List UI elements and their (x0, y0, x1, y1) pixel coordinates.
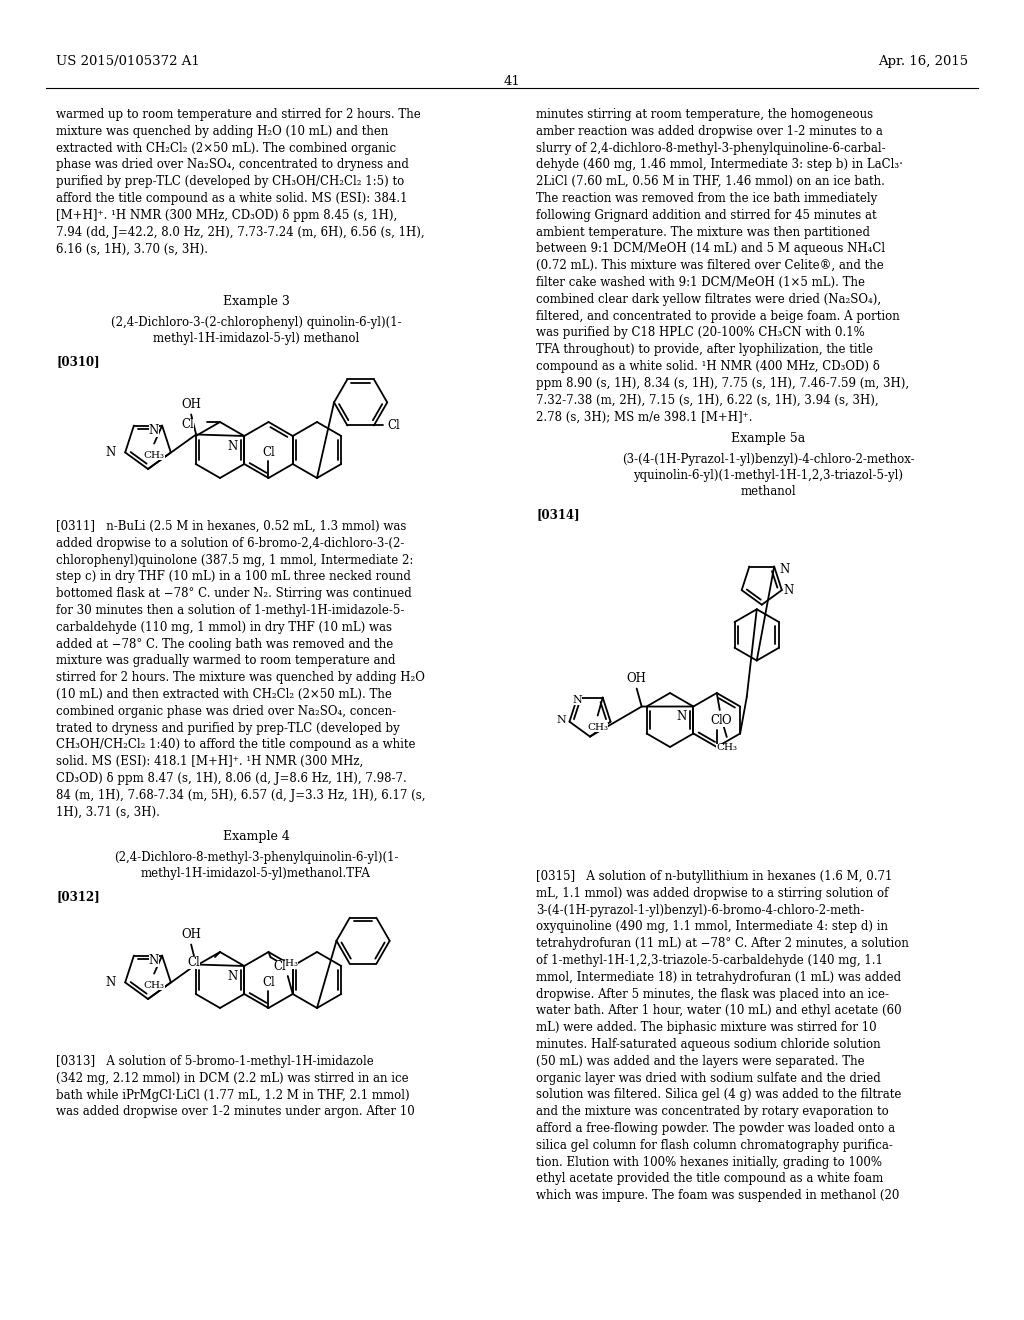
Text: Apr. 16, 2015: Apr. 16, 2015 (878, 55, 968, 69)
Text: CH₃: CH₃ (716, 743, 737, 752)
Text: 41: 41 (504, 75, 520, 88)
Text: N: N (227, 969, 238, 982)
Text: (2,4-Dichloro-3-(2-chlorophenyl) quinolin-6-yl)(1-: (2,4-Dichloro-3-(2-chlorophenyl) quinoli… (111, 315, 401, 329)
Text: OH: OH (181, 928, 201, 941)
Text: minutes stirring at room temperature, the homogeneous
amber reaction was added d: minutes stirring at room temperature, th… (536, 108, 909, 424)
Text: [0313]   A solution of 5-bromo-1-methyl-1H-imidazole
(342 mg, 2.12 mmol) in DCM : [0313] A solution of 5-bromo-1-methyl-1H… (56, 1055, 415, 1118)
Text: O: O (722, 714, 731, 726)
Text: methanol: methanol (740, 484, 796, 498)
Text: Cl: Cl (187, 956, 200, 969)
Text: N: N (783, 583, 794, 597)
Text: [0312]: [0312] (56, 890, 99, 903)
Text: methyl-1H-imidazol-5-yl)methanol.TFA: methyl-1H-imidazol-5-yl)methanol.TFA (141, 867, 371, 880)
Text: N: N (557, 714, 566, 725)
Text: N: N (104, 975, 115, 989)
Text: Cl: Cl (273, 961, 287, 974)
Text: warmed up to room temperature and stirred for 2 hours. The
mixture was quenched : warmed up to room temperature and stirre… (56, 108, 425, 255)
Text: (2,4-Dichloro-8-methyl-3-phenylquinolin-6-yl)(1-: (2,4-Dichloro-8-methyl-3-phenylquinolin-… (114, 851, 398, 865)
Text: OH: OH (627, 672, 646, 685)
Text: OH: OH (181, 399, 201, 411)
Text: US 2015/0105372 A1: US 2015/0105372 A1 (56, 55, 200, 69)
Text: Example 3: Example 3 (222, 294, 290, 308)
Text: N: N (148, 424, 159, 437)
Text: [0315]   A solution of n-butyllithium in hexanes (1.6 M, 0.71
mL, 1.1 mmol) was : [0315] A solution of n-butyllithium in h… (536, 870, 909, 1203)
Text: yquinolin-6-yl)(1-methyl-1H-1,2,3-triazol-5-yl): yquinolin-6-yl)(1-methyl-1H-1,2,3-triazo… (633, 469, 903, 482)
Text: CH₃: CH₃ (278, 960, 298, 969)
Text: N: N (104, 446, 115, 459)
Text: [0311]   n-BuLi (2.5 M in hexanes, 0.52 mL, 1.3 mmol) was
added dropwise to a so: [0311] n-BuLi (2.5 M in hexanes, 0.52 mL… (56, 520, 426, 818)
Text: Cl: Cl (181, 418, 194, 432)
Text: Cl: Cl (387, 418, 400, 432)
Text: CH₃: CH₃ (143, 451, 165, 461)
Text: [0314]: [0314] (536, 508, 580, 521)
Text: Cl: Cl (262, 446, 274, 458)
Text: N: N (779, 564, 790, 576)
Text: CH₃: CH₃ (143, 981, 165, 990)
Text: N: N (677, 710, 687, 723)
Text: Example 4: Example 4 (222, 830, 290, 843)
Text: methyl-1H-imidazol-5-yl) methanol: methyl-1H-imidazol-5-yl) methanol (153, 333, 359, 345)
Text: (3-(4-(1H-Pyrazol-1-yl)benzyl)-4-chloro-2-methox-: (3-(4-(1H-Pyrazol-1-yl)benzyl)-4-chloro-… (622, 453, 914, 466)
Text: [0310]: [0310] (56, 355, 99, 368)
Text: Cl: Cl (711, 714, 723, 727)
Text: N: N (227, 440, 238, 453)
Text: N: N (572, 694, 583, 705)
Text: N: N (148, 954, 159, 968)
Text: Example 5a: Example 5a (731, 432, 805, 445)
Text: Cl: Cl (262, 975, 274, 989)
Text: CH₃: CH₃ (587, 723, 608, 733)
